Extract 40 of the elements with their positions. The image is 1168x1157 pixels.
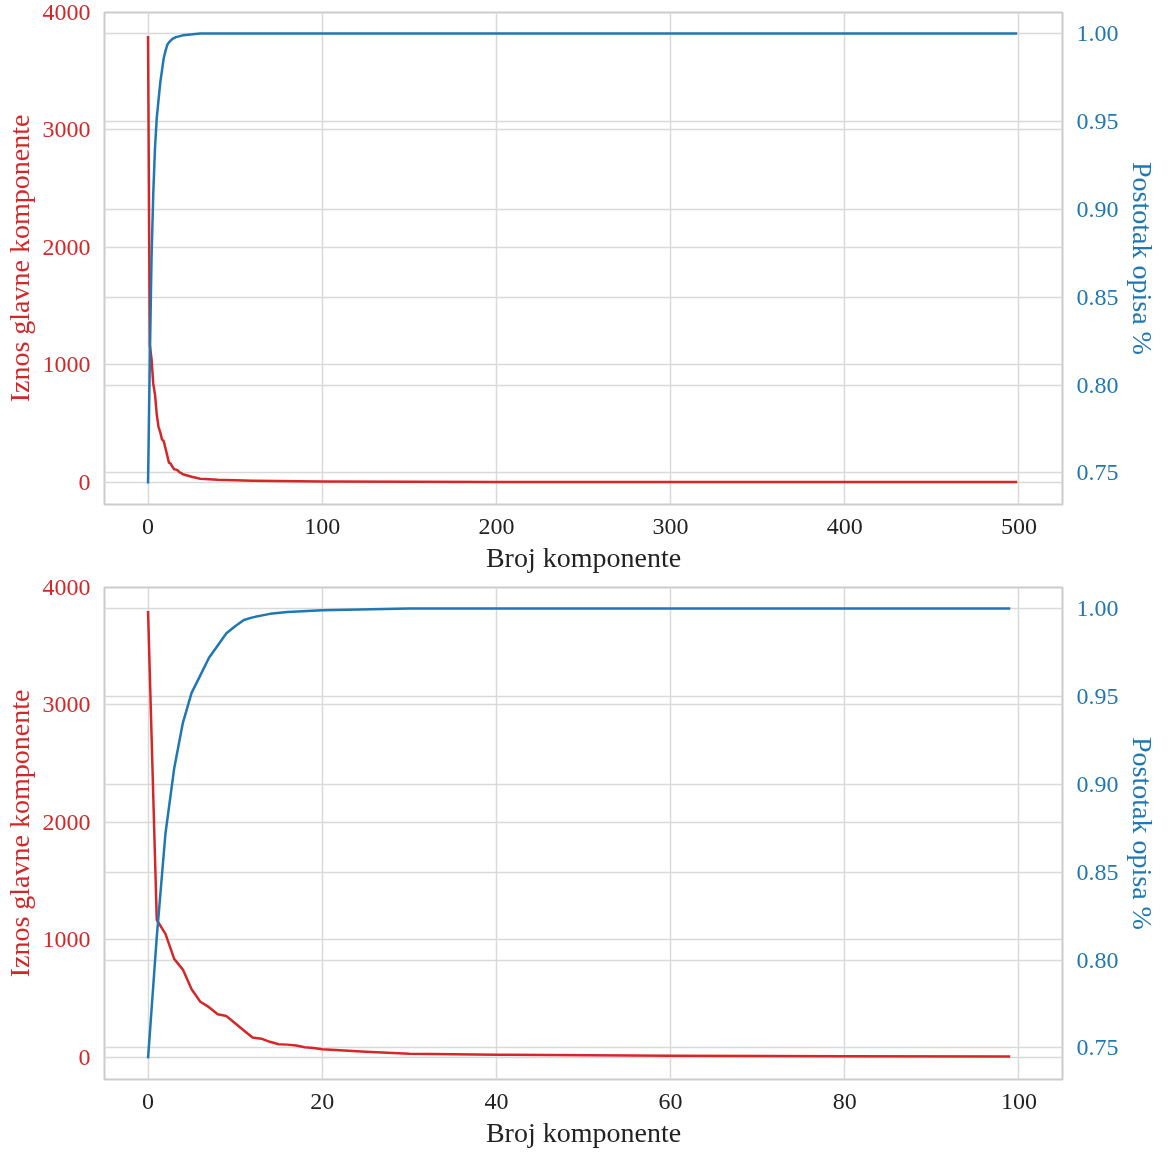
x-tick-label: 300: [652, 512, 689, 539]
x-tick-label: 80: [832, 1087, 857, 1114]
y2-tick-label: 0.80: [1076, 946, 1119, 973]
x-axis-title: Broj komponente: [485, 1116, 682, 1148]
y-tick-label: 2000: [42, 233, 91, 260]
x-tick-label: 200: [478, 512, 515, 539]
x-tick-label: 0: [142, 512, 155, 539]
x-tick-label: 400: [826, 512, 863, 539]
y2-tick-label: 0.95: [1076, 107, 1119, 134]
y2-axis-title: Postotak opisa %: [1126, 737, 1158, 930]
y2-tick-label: 0.75: [1076, 459, 1119, 486]
y2-tick-label: 0.85: [1076, 283, 1119, 310]
y2-tick-label: 0.80: [1076, 371, 1119, 398]
x-tick-label: 100: [304, 512, 341, 539]
x-tick-label: 0: [142, 1087, 155, 1114]
y2-axis-title: Postotak opisa %: [1126, 162, 1158, 355]
y2-tick-label: 1.00: [1076, 20, 1119, 47]
y2-tick-label: 0.75: [1076, 1034, 1119, 1061]
x-tick-label: 20: [310, 1087, 335, 1114]
x-axis-title: Broj komponente: [485, 541, 682, 573]
y-tick-label: 4000: [42, 0, 91, 25]
y2-tick-label: 0.95: [1076, 682, 1119, 709]
y2-tick-label: 0.90: [1076, 770, 1119, 797]
y2-tick-label: 0.85: [1076, 858, 1119, 885]
y-axis-title: Iznos glavne komponente: [3, 689, 35, 978]
x-tick-label: 100: [1000, 1087, 1037, 1114]
y-tick-label: 4000: [42, 574, 91, 600]
x-tick-label: 60: [658, 1087, 683, 1114]
y2-tick-label: 1.00: [1076, 595, 1119, 622]
x-tick-label: 40: [484, 1087, 509, 1114]
y-tick-label: 0: [78, 1043, 91, 1070]
y-axis-title: Iznos glavne komponente: [3, 114, 35, 403]
y-tick-label: 2000: [42, 808, 91, 835]
y-tick-label: 1000: [42, 351, 91, 378]
y-tick-label: 1000: [42, 926, 91, 953]
y-tick-label: 3000: [42, 691, 91, 718]
y-tick-label: 3000: [42, 116, 91, 143]
y2-tick-label: 0.90: [1076, 195, 1119, 222]
x-tick-label: 500: [1000, 512, 1037, 539]
y-tick-label: 0: [78, 468, 91, 495]
